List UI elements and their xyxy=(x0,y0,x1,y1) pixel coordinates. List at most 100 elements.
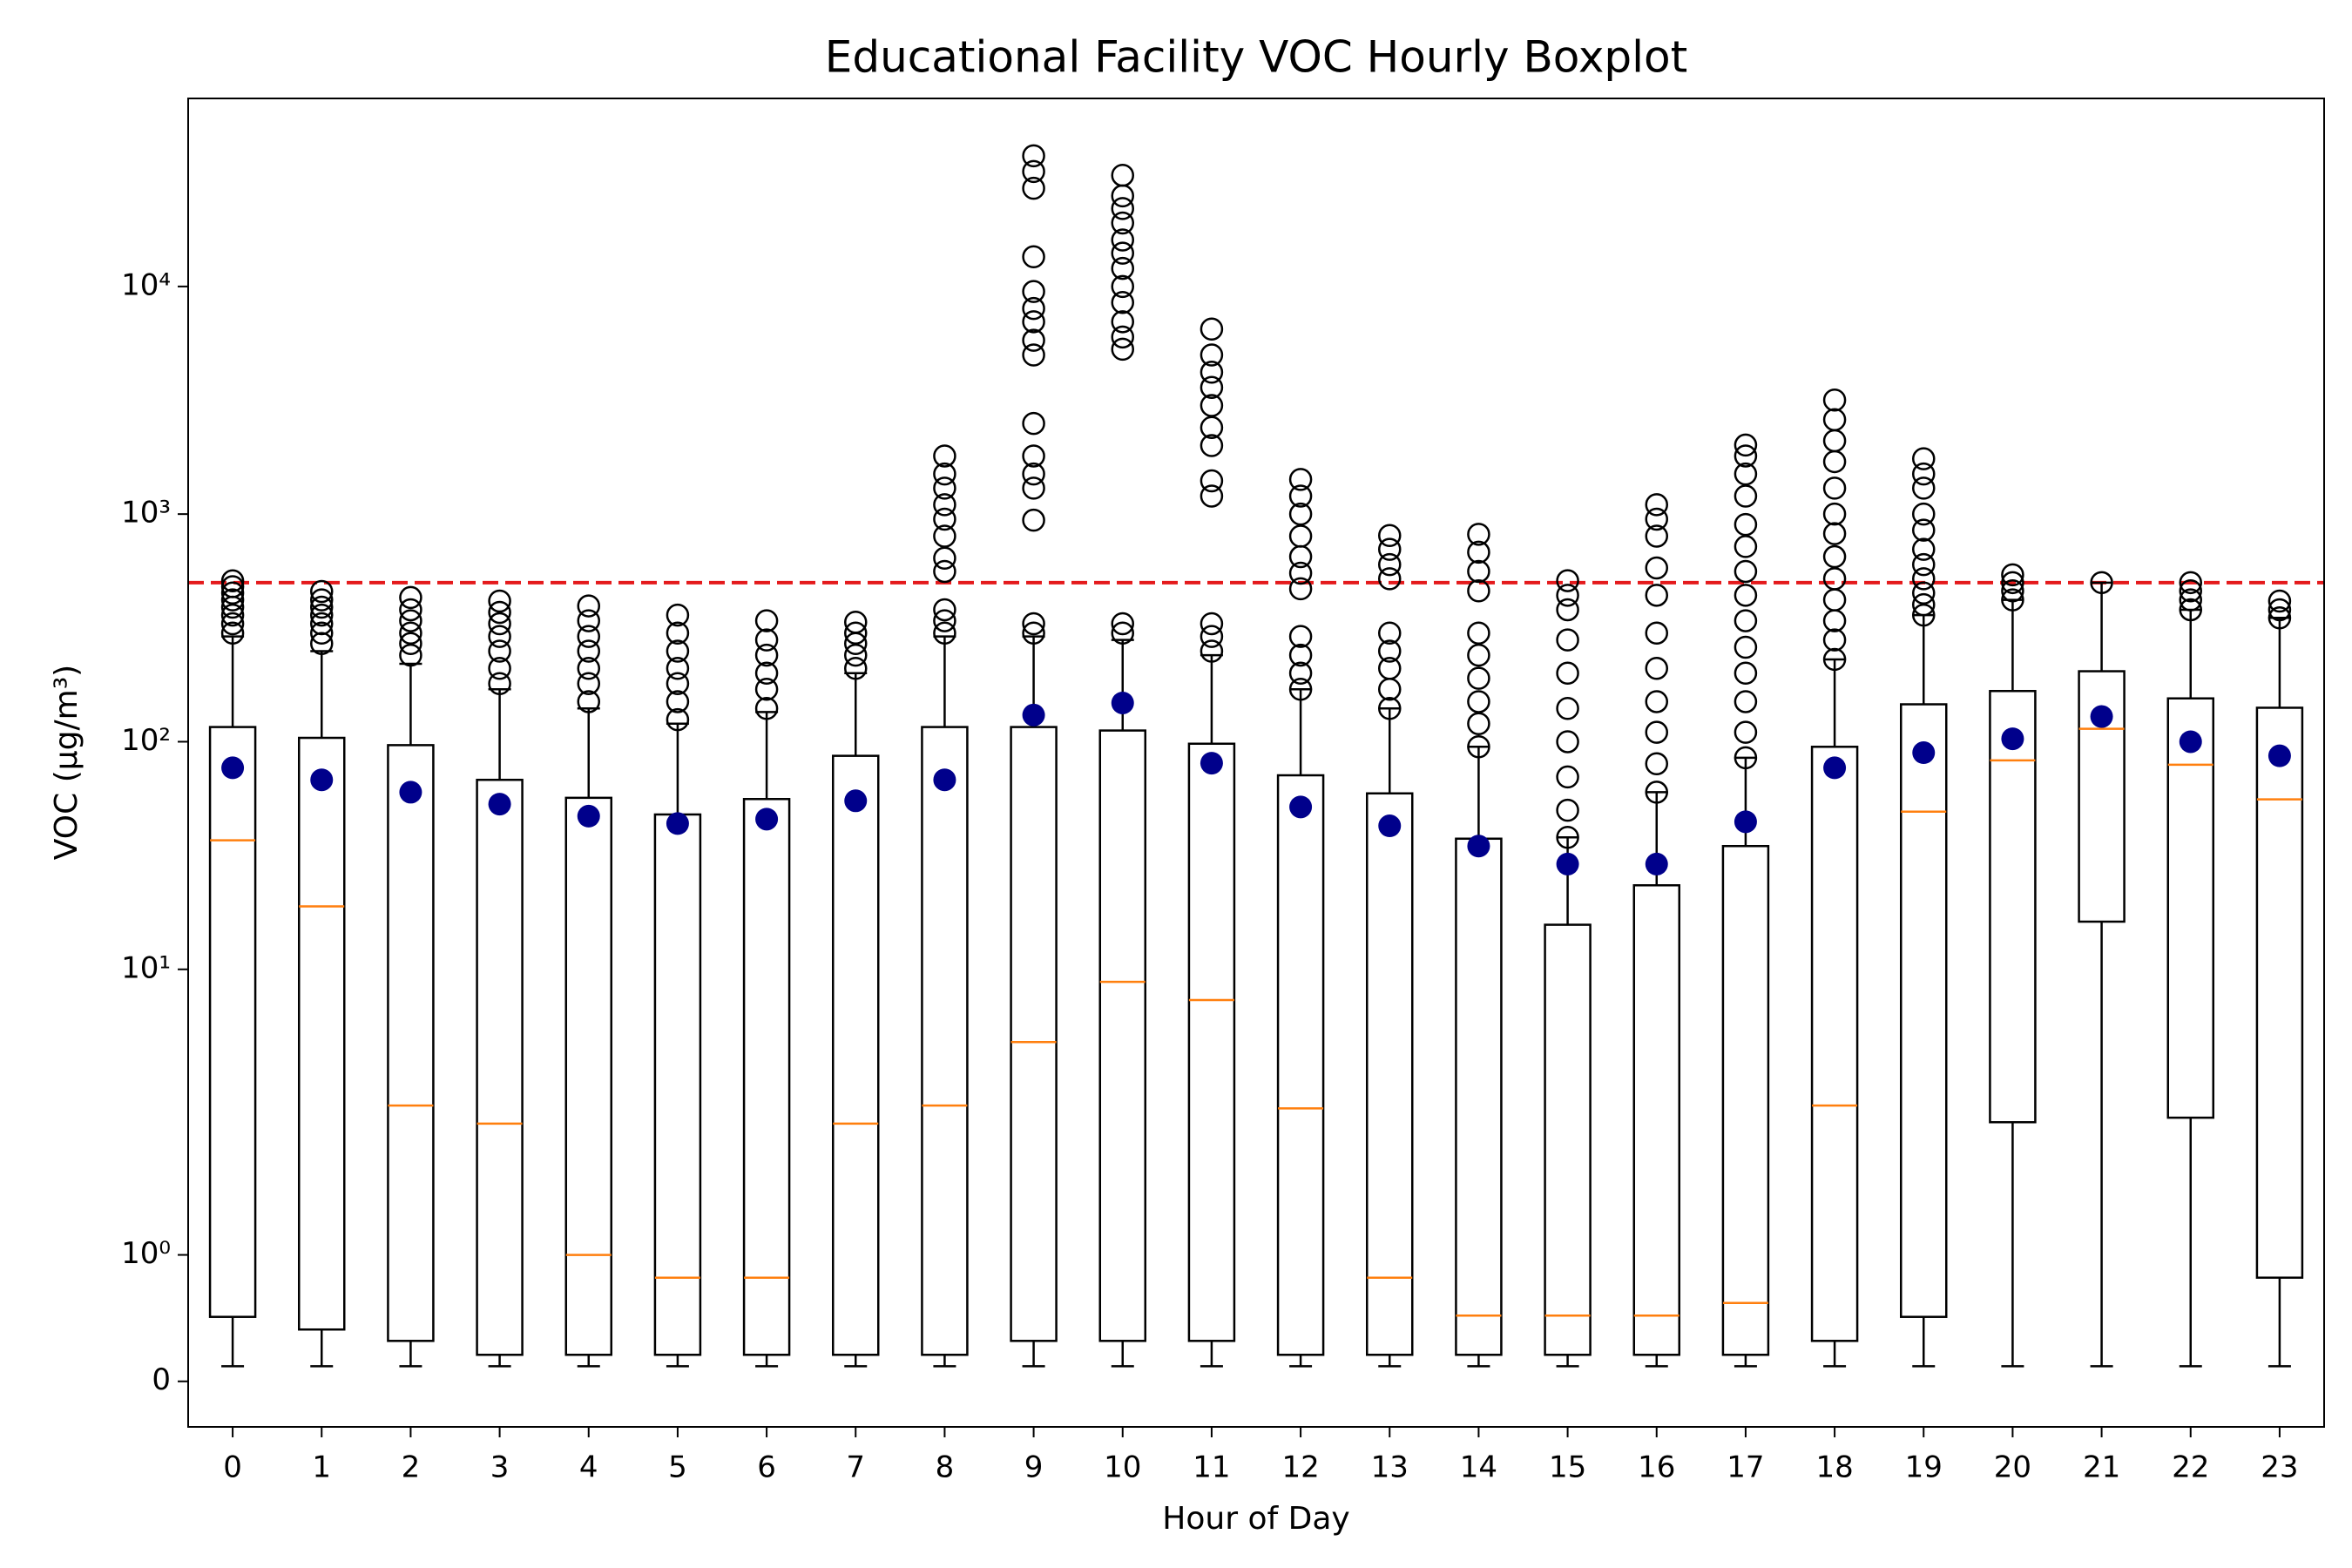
outlier xyxy=(1912,603,1936,627)
outlier xyxy=(1111,612,1134,636)
outlier xyxy=(1288,561,1313,585)
outlier xyxy=(220,575,245,598)
outlier xyxy=(1467,735,1490,759)
mean-marker xyxy=(1378,814,1402,838)
box xyxy=(742,798,791,1356)
mean-marker xyxy=(2268,744,2291,767)
outlier xyxy=(1734,720,1758,744)
outlier xyxy=(666,672,690,696)
outlier xyxy=(1467,559,1490,584)
x-tick-label: 9 xyxy=(1024,1450,1044,1485)
outlier xyxy=(1200,361,1224,384)
outlier xyxy=(1378,537,1402,561)
outlier xyxy=(1200,416,1224,440)
outlier xyxy=(666,690,690,713)
box xyxy=(1989,690,2037,1124)
outlier xyxy=(1556,697,1579,720)
outlier xyxy=(666,707,690,732)
outlier xyxy=(1378,657,1402,680)
outlier xyxy=(1111,291,1134,314)
box xyxy=(1010,726,1058,1342)
outlier xyxy=(1734,635,1758,659)
mean-marker xyxy=(1289,795,1313,819)
x-tick-label: 21 xyxy=(2083,1450,2120,1485)
outlier xyxy=(1467,666,1490,690)
outlier xyxy=(666,639,690,663)
outlier xyxy=(1200,484,1224,508)
chart-title: Educational Facility VOC Hourly Boxplot xyxy=(825,32,1687,83)
outlier xyxy=(1022,280,1045,303)
outlier xyxy=(1022,144,1045,168)
outlier xyxy=(310,588,334,612)
outlier xyxy=(1645,584,1668,607)
box xyxy=(2166,697,2214,1119)
x-tick-label: 14 xyxy=(1460,1450,1497,1485)
outlier xyxy=(1912,462,1936,486)
outlier xyxy=(1734,512,1758,537)
outlier xyxy=(1912,476,1936,500)
outlier xyxy=(220,588,245,612)
y-tick-label: 10² xyxy=(121,723,171,758)
outlier xyxy=(1378,524,1402,548)
outlier xyxy=(399,598,422,622)
outlier xyxy=(220,603,245,627)
outlier xyxy=(220,621,245,645)
x-tick-label: 22 xyxy=(2172,1450,2209,1485)
mean-marker xyxy=(666,812,689,835)
outlier xyxy=(488,589,511,613)
outlier xyxy=(1200,343,1224,367)
y-tick-label: 10³ xyxy=(121,496,171,531)
outlier xyxy=(754,628,779,652)
outlier xyxy=(1200,469,1224,493)
box xyxy=(2078,670,2126,923)
outlier xyxy=(310,595,334,619)
outlier xyxy=(399,632,422,655)
outlier xyxy=(1288,484,1313,508)
outlier xyxy=(220,612,245,636)
outlier xyxy=(1645,720,1668,744)
outlier xyxy=(1645,781,1668,804)
outlier xyxy=(1734,690,1758,713)
outlier xyxy=(1111,274,1134,299)
outlier xyxy=(1556,628,1579,652)
outlier xyxy=(933,609,956,632)
y-tick-label: 10¹ xyxy=(121,950,171,985)
box xyxy=(208,726,257,1318)
x-tick-label: 13 xyxy=(1371,1450,1409,1485)
x-tick-label: 19 xyxy=(1905,1450,1943,1485)
x-tick-label: 12 xyxy=(1281,1450,1319,1485)
outlier xyxy=(754,677,779,701)
mean-marker xyxy=(844,789,868,813)
outlier xyxy=(1111,197,1134,220)
x-tick-label: 10 xyxy=(1104,1450,1141,1485)
outlier xyxy=(1022,621,1045,645)
outlier xyxy=(1200,317,1224,341)
outlier xyxy=(1822,647,1847,672)
box xyxy=(387,744,435,1342)
outlier xyxy=(577,625,600,648)
outlier xyxy=(488,639,511,663)
outlier xyxy=(1288,643,1313,667)
outlier xyxy=(1378,567,1402,591)
outlier xyxy=(1200,394,1224,417)
outlier xyxy=(1734,584,1758,607)
outlier xyxy=(1822,567,1847,591)
outlier xyxy=(1111,256,1134,280)
outlier xyxy=(1556,765,1579,789)
mean-marker xyxy=(1111,691,1134,714)
mean-marker xyxy=(577,804,600,828)
box xyxy=(1810,746,1859,1342)
mean-marker xyxy=(1912,741,1936,765)
x-tick-label: 17 xyxy=(1727,1450,1764,1485)
mean-marker xyxy=(1556,852,1579,875)
box xyxy=(921,726,969,1356)
outlier xyxy=(933,559,956,584)
mean-marker xyxy=(2179,730,2202,754)
outlier xyxy=(1288,502,1313,526)
outlier xyxy=(1022,159,1045,184)
outlier xyxy=(1912,502,1936,526)
x-tick-label: 7 xyxy=(846,1450,865,1485)
outlier xyxy=(844,611,868,634)
outlier xyxy=(1467,643,1490,667)
